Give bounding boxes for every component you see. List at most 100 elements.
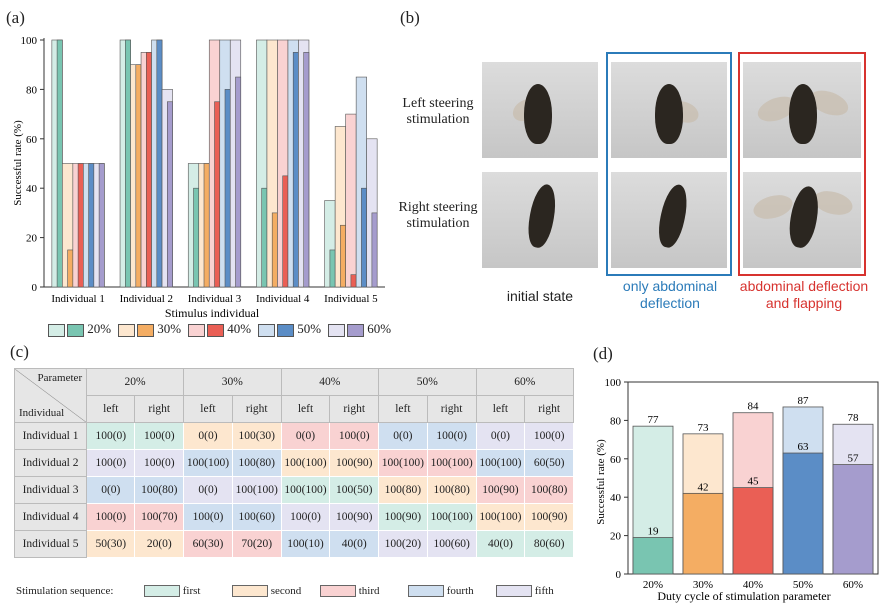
table-cell: 100(0) [134, 449, 185, 477]
table-cell: 100(60) [426, 530, 477, 558]
bar-left-4-2 [345, 113, 357, 288]
legend-a-swatch-dark [277, 323, 294, 337]
sequence-legend-item: first [144, 585, 200, 598]
chart-a-ytick-label: 60 [26, 134, 38, 146]
table-row-header: Individual 2 [13, 449, 88, 477]
bar-right-1-4 [167, 101, 173, 288]
chart-d-ytick-label: 0 [616, 569, 622, 581]
table-cell: 20(0) [134, 530, 185, 558]
bar-total-label: 87 [798, 395, 810, 407]
chart-d-xtick-label: 50% [793, 579, 813, 591]
bar-flapping-label: 63 [798, 441, 810, 453]
legend-a-label: 50% [294, 321, 322, 336]
bar-total-label: 77 [648, 414, 660, 426]
table-cell: 40(0) [329, 530, 379, 558]
bar-right-0-1 [67, 249, 74, 288]
legend-a-swatch-dark [347, 323, 364, 337]
caption-initial-state: initial state [484, 288, 596, 305]
bar-right-4-4 [371, 212, 378, 288]
chart-a-ytick-label: 80 [26, 84, 38, 96]
legend-a-item: 40% [188, 321, 251, 337]
table-cell: 60(50) [524, 449, 574, 477]
table-row: Individual 2 100(0) 100(0) 100(100) 100(80) 1… [13, 449, 574, 477]
table-sub-header: left [86, 395, 136, 423]
row-label-right: Right steering stimulation [392, 200, 484, 232]
table-param-header: 60% [475, 368, 575, 396]
photo-deflection-right [611, 172, 727, 268]
chart-d-ytick-label: 80 [610, 415, 622, 427]
caption-flapping-line1: abdominal deflection [739, 278, 869, 294]
table-param-header: 20% [86, 368, 185, 396]
row-label-left: Left steering stimulation [393, 96, 483, 128]
sequence-legend-label: Stimulation sequence: [16, 585, 114, 597]
chart-a-ytick-label: 40 [26, 183, 38, 195]
bar-right-1-2 [146, 52, 152, 288]
table-cell: 100(100) [426, 449, 477, 477]
table-cell: 100(60) [231, 503, 282, 531]
bar-right-3-3 [292, 52, 299, 288]
caption-deflection-line1: only abdominal [622, 278, 718, 294]
bar-right-0-4 [98, 163, 105, 288]
chart-a-ytick-label: 20 [26, 233, 38, 245]
chart-a-xtick-label: Individual 1 [51, 293, 104, 305]
table-cell: 0(0) [183, 422, 233, 450]
table-cell: 100(0) [329, 422, 379, 450]
chart-a: Successful rate (%) Stimulus individual … [12, 35, 385, 320]
row-label-right-line1: Right steering [398, 200, 478, 215]
table-row: Individual 1 100(0) 100(0) 0(0) 100(30) 0(0) 1… [13, 422, 574, 450]
legend-a-swatch-light [48, 323, 65, 337]
frame-only-deflection [606, 52, 732, 276]
bar-right-1-3 [156, 39, 163, 288]
table-cell: 100(100) [280, 476, 331, 504]
photo-deflection-left [611, 62, 727, 158]
table-cell: 0(0) [86, 476, 136, 504]
table-cell: 100(0) [134, 422, 185, 450]
bar-right-3-1 [271, 212, 278, 288]
table-cell: 100(50) [329, 476, 379, 504]
sequence-legend-item: fourth [408, 585, 474, 598]
legend-a-item: 30% [118, 321, 181, 337]
table-cell: 100(0) [426, 422, 477, 450]
legend-a-swatch-dark [207, 323, 224, 337]
bar-flapping-4 [832, 464, 874, 575]
bar-flapping-2 [732, 487, 774, 575]
bar-right-4-2 [350, 274, 357, 288]
legend-a-swatch-dark [67, 323, 84, 337]
legend-a-item: 60% [328, 321, 391, 337]
table-cell: 50(30) [86, 530, 136, 558]
chart-a-xtick-label: Individual 2 [120, 293, 173, 305]
legend-a-item: 20% [48, 321, 111, 337]
chart-d-ytick-label: 20 [610, 531, 622, 543]
table-cell: 100(20) [377, 530, 428, 558]
bar-right-3-2 [282, 175, 289, 288]
row-label-right-line2: stimulation [406, 216, 470, 231]
legend-a-swatch-light [328, 323, 345, 337]
bar-flapping-label: 45 [748, 476, 760, 488]
caption-initial-line1: initial state [506, 288, 574, 304]
bar-right-2-2 [214, 101, 221, 288]
chart-a-xlabel: Stimulus individual [165, 306, 260, 320]
bar-right-2-1 [203, 163, 210, 288]
sequence-legend-swatch [320, 585, 356, 598]
chart-a-xtick-label: Individual 4 [256, 293, 310, 305]
sequence-legend: Stimulation sequence: first second third… [16, 585, 576, 601]
table-row: Individual 4 100(0) 100(70) 100(0) 100(60) 10… [13, 503, 574, 531]
table-cell: 100(100) [183, 449, 233, 477]
chart-d-xlabel: Duty cycle of stimulation parameter [657, 589, 830, 603]
chart-d-ytick-label: 60 [610, 454, 622, 466]
caption-deflection-line2: deflection [640, 295, 700, 311]
bar-right-4-1 [340, 224, 346, 288]
row-label-left-line2: stimulation [406, 112, 470, 127]
chart-a-ylabel: Successful rate (%) [12, 120, 24, 206]
chart-d-xtick-label: 40% [743, 579, 763, 591]
table-cell: 0(0) [475, 422, 526, 450]
table-cell: 100(0) [86, 503, 136, 531]
frame-deflection-flapping [738, 52, 866, 276]
sequence-legend-swatch [408, 585, 444, 598]
caption-only-deflection: only abdominal deflection [600, 278, 740, 312]
bar-flapping-1 [682, 492, 724, 575]
table-cell: 100(80) [231, 449, 282, 477]
table-row-header: Individual 3 [13, 476, 88, 504]
table-cell: 100(90) [377, 503, 428, 531]
bar-right-0-2 [77, 163, 84, 288]
